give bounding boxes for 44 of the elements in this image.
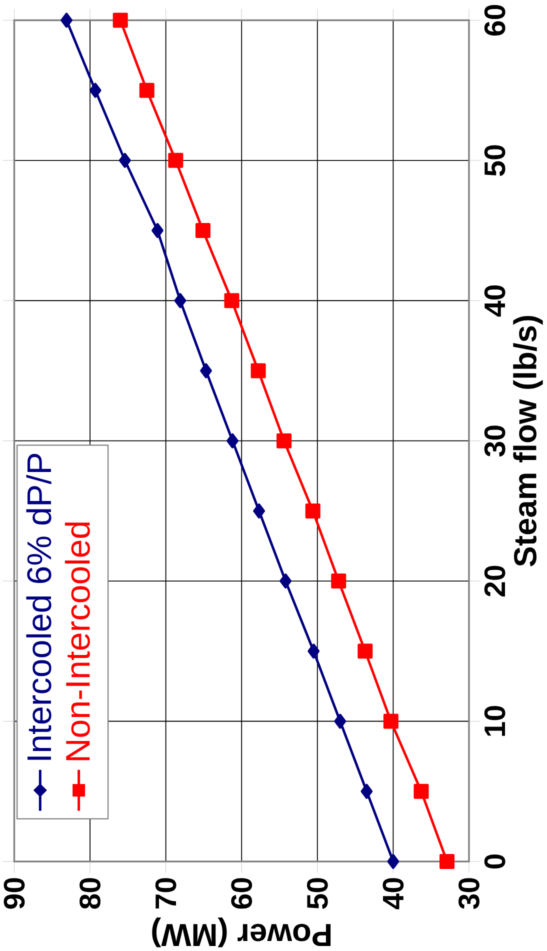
point — [276, 433, 292, 448]
point — [196, 223, 211, 238]
point — [334, 714, 346, 729]
point — [174, 293, 186, 308]
y-tick-label: 10 — [484, 706, 506, 736]
y-tick-label: 40 — [484, 285, 506, 317]
x-tick-label: 30 — [458, 878, 480, 910]
x-tick-label: 40 — [382, 878, 404, 910]
point — [280, 574, 292, 589]
point — [90, 82, 102, 98]
y-tick-label: 50 — [484, 145, 506, 176]
y-tick-label: 60 — [484, 4, 506, 36]
point — [306, 503, 321, 518]
point — [152, 223, 164, 238]
point — [440, 854, 455, 869]
point — [60, 12, 73, 28]
point — [360, 784, 373, 799]
point — [250, 363, 266, 378]
y-tick-label: 30 — [484, 426, 506, 457]
point — [387, 854, 400, 869]
text: Non-Intercooled — [65, 522, 90, 760]
point — [384, 714, 399, 729]
y-axis-title: Steam flow (lb/s) — [513, 316, 544, 566]
point — [414, 784, 429, 799]
point — [119, 152, 132, 168]
y-tick-label: 20 — [484, 566, 506, 596]
point — [168, 152, 184, 168]
x-axis-title: Power (MW) — [152, 918, 331, 948]
point — [140, 82, 155, 98]
text: Intercooled 6% dP/P — [26, 454, 52, 760]
y-tick-label: 0 — [484, 854, 506, 869]
point — [113, 12, 128, 28]
point — [224, 293, 240, 308]
point — [253, 503, 266, 518]
point — [331, 574, 346, 589]
x-tick-label: 70 — [156, 878, 176, 908]
point — [200, 363, 212, 378]
point — [308, 644, 320, 659]
point — [226, 433, 239, 448]
x-tick-label: 90 — [4, 878, 25, 909]
point — [358, 644, 373, 659]
x-tick-label: 50 — [307, 878, 328, 909]
x-tick-label: 80 — [80, 878, 101, 909]
x-tick-label: 60 — [231, 878, 252, 909]
